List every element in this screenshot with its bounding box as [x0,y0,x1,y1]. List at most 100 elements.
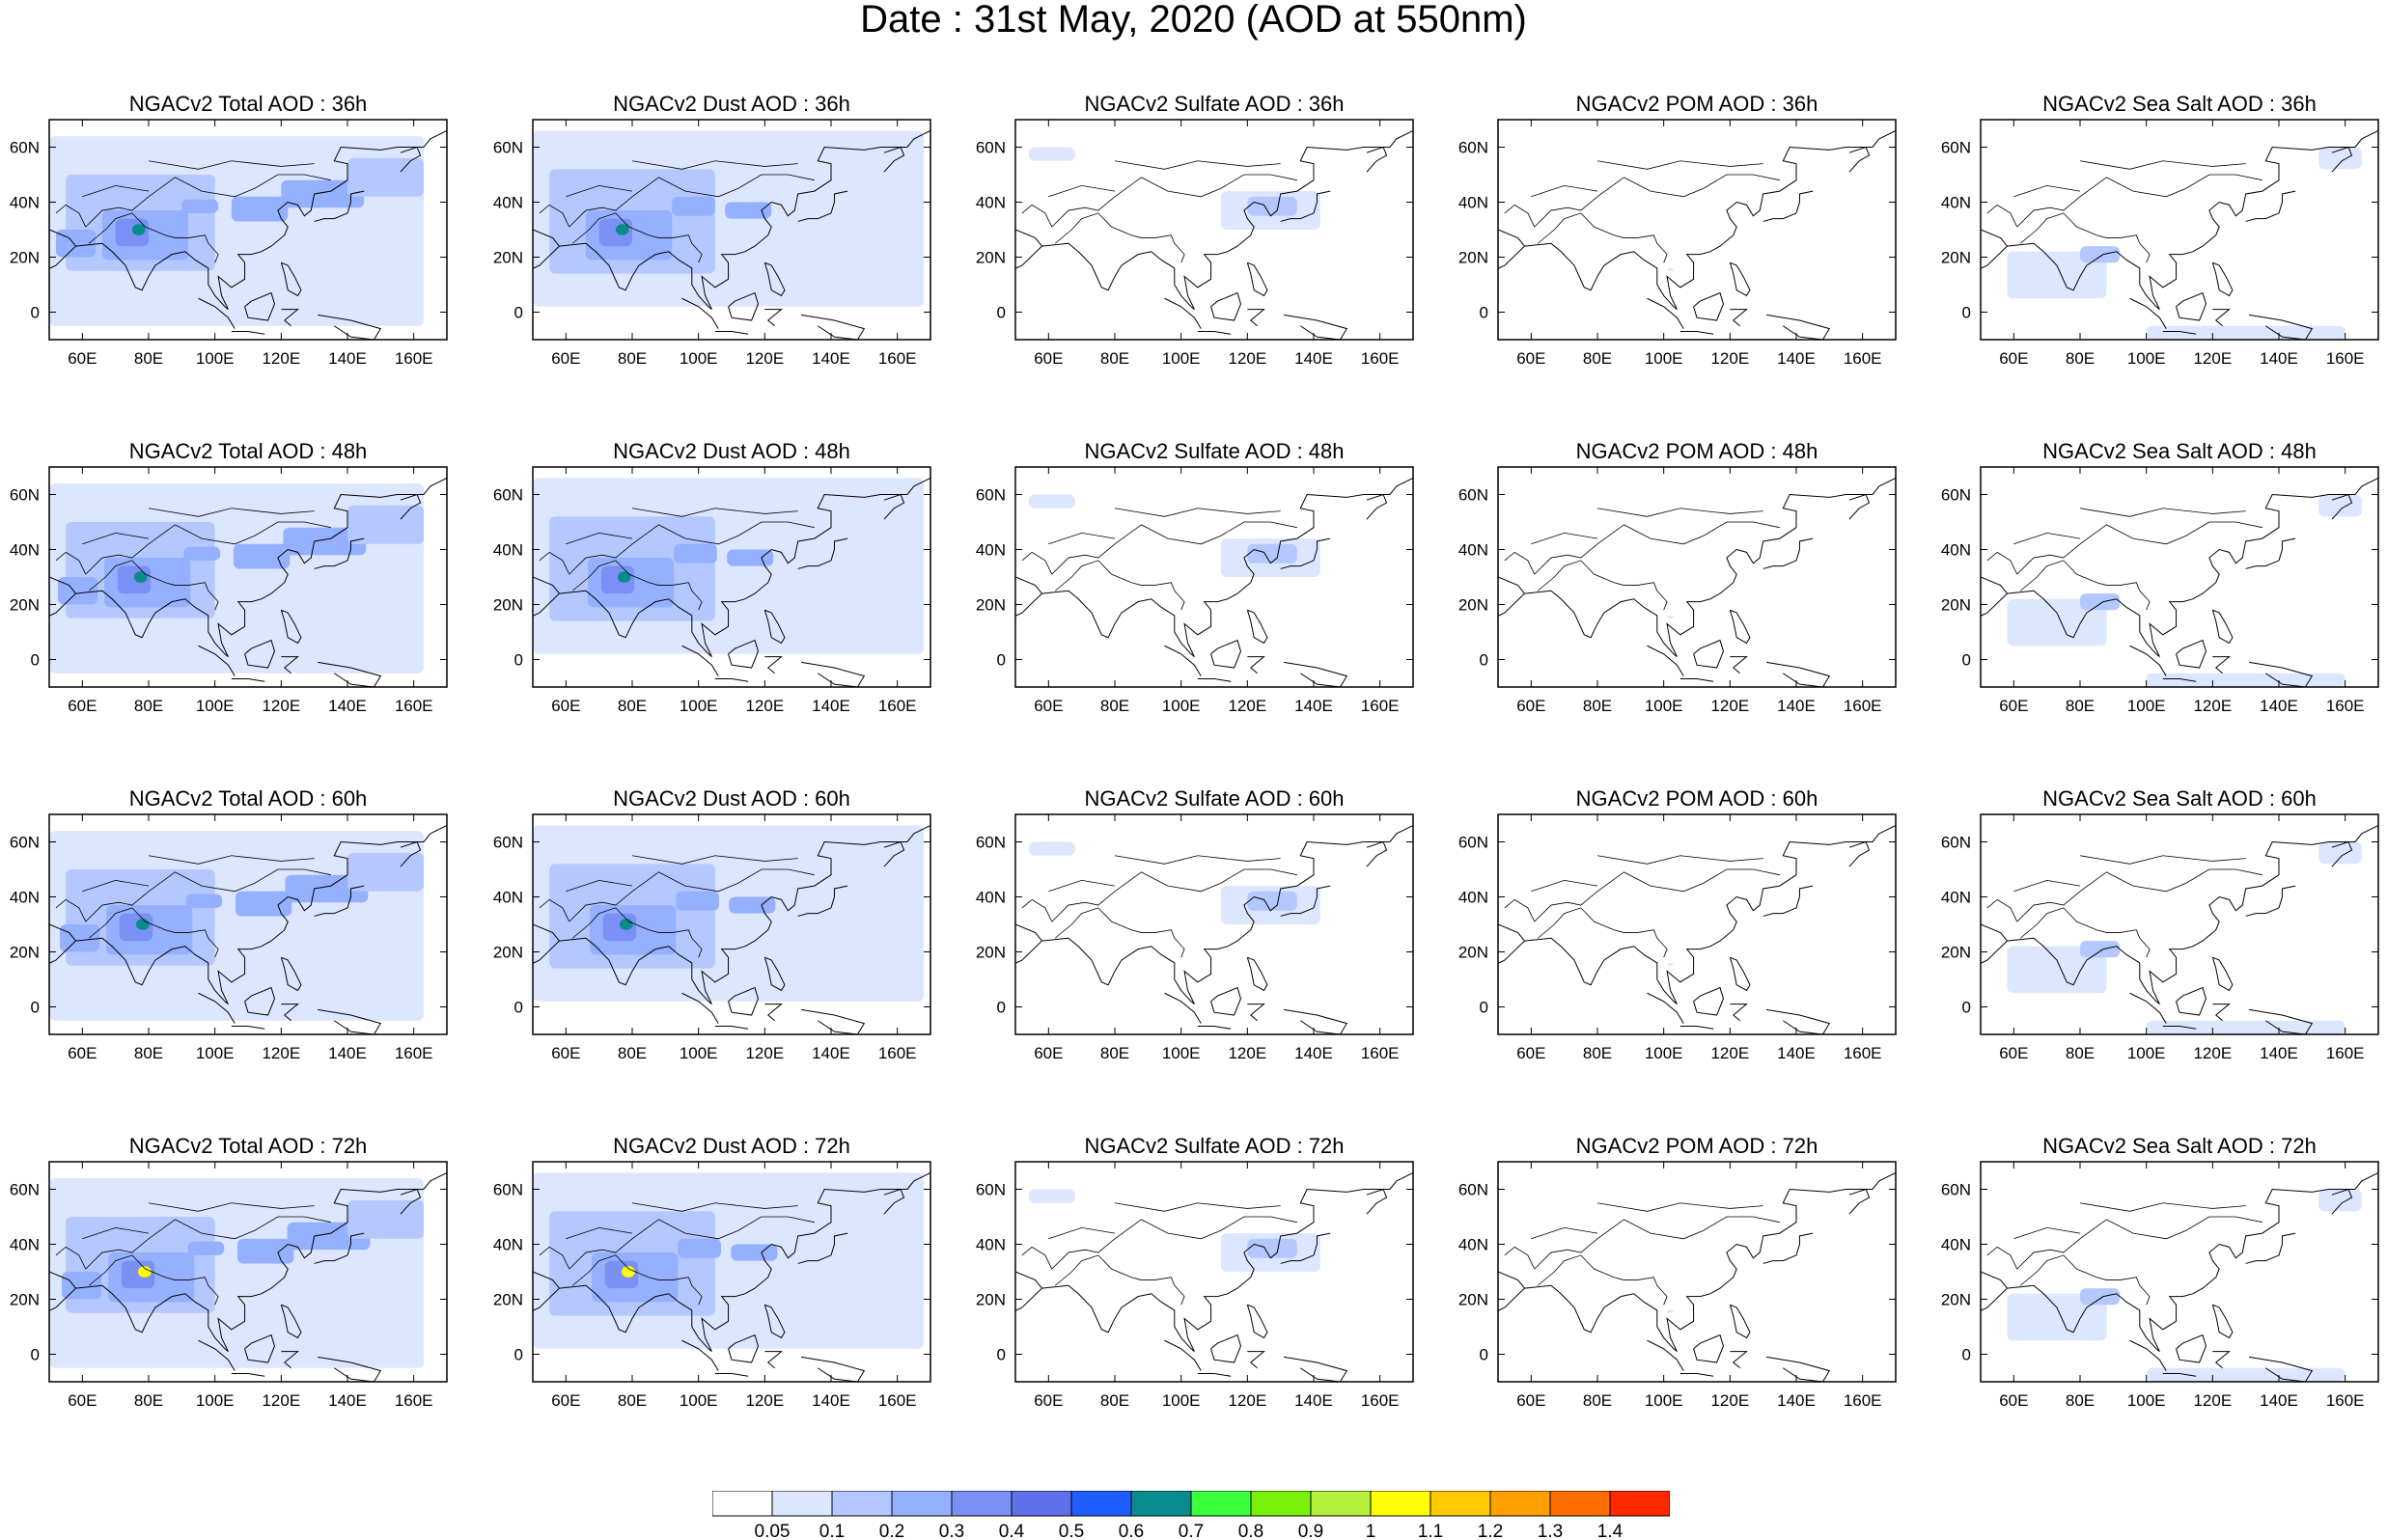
panel-title: NGACv2 Total AOD : 72h [129,1134,368,1158]
colorbar-label: 0.1 [819,1522,845,1539]
y-tick-label: 60N [1941,1181,1971,1199]
map-frame [1497,813,1897,1035]
map-frame [48,466,448,688]
x-tick-label: 100E [680,697,718,715]
x-tick-label: 60E [1034,1391,1063,1410]
x-tick-label: 160E [878,1391,917,1410]
coastlines [1015,129,1413,340]
panel-title: NGACv2 Sulfate AOD : 36h [1084,92,1344,116]
y-tick-label: 20N [976,1291,1006,1309]
x-tick-label: 160E [395,697,433,715]
x-tick-label: 140E [2260,1044,2298,1062]
x-tick-label: 140E [1777,349,1816,368]
aod-region [231,196,289,222]
map-frame [532,466,931,688]
x-tick-label: 60E [551,1044,580,1062]
x-tick-label: 60E [68,1391,97,1410]
coastlines [49,1171,447,1382]
aod-field [533,477,930,687]
aod-region [185,894,223,908]
aod-region [2007,598,2107,646]
x-tick-label: 120E [262,349,300,368]
y-tick-label: 40N [976,1236,1006,1254]
map-panel: NGACv2 Dust AOD : 60h 60E 80E 100E 120E 140E 1… [493,786,931,1062]
x-tick-label: 100E [680,1391,718,1410]
x-tick-label: 60E [1034,1044,1063,1062]
x-tick-label: 60E [1034,349,1063,368]
x-tick-label: 80E [1583,697,1612,715]
aod-region [678,1238,722,1258]
map-panel: NGACv2 Total AOD : 60h 60E 80E 100E 120E 140E… [10,786,448,1062]
y-tick-label: 0 [1480,304,1488,322]
map-frame [1497,466,1897,688]
x-tick-label: 80E [134,697,163,715]
x-tick-label: 100E [1162,349,1201,368]
aod-region [1247,1238,1297,1258]
aod-region [672,196,715,216]
y-tick-label: 60N [10,834,40,852]
x-tick-label: 100E [1162,1391,1201,1410]
x-tick-label: 100E [2127,349,2166,368]
x-tick-label: 80E [2066,1044,2095,1062]
x-tick-label: 100E [2127,1391,2166,1410]
x-tick-label: 80E [618,1044,647,1062]
coastlines [533,1171,930,1382]
y-tick-label: 20N [493,944,523,962]
x-tick-label: 140E [1294,1044,1333,1062]
coastlines [49,824,447,1034]
x-tick-label: 120E [1710,1391,1749,1410]
y-tick-label: 60N [493,139,523,157]
y-tick-label: 60N [976,834,1006,852]
map-frame [1980,119,2379,341]
x-tick-label: 100E [196,1391,235,1410]
aod-region [615,224,629,235]
panel-title: NGACv2 Sulfate AOD : 48h [1084,439,1344,463]
aod-region [2080,593,2121,611]
panel-title: NGACv2 Sea Salt AOD : 72h [2042,1134,2317,1158]
x-tick-label: 60E [68,697,97,715]
panel-title: NGACv2 POM AOD : 36h [1576,92,1818,116]
x-tick-label: 160E [878,1044,917,1062]
x-tick-label: 160E [2326,1044,2365,1062]
x-tick-label: 160E [878,349,917,368]
x-tick-label: 160E [2326,349,2365,368]
x-tick-label: 80E [618,349,647,368]
colorbar-label: 0.2 [879,1522,904,1539]
aod-field [1498,477,1896,687]
aod-region [2318,494,2362,517]
map-panel: NGACv2 Total AOD : 72h 60E 80E 100E 120E 140E… [10,1134,448,1410]
aod-region [674,543,717,564]
aod-field [49,1171,447,1382]
x-tick-label: 80E [134,1391,163,1410]
coastlines [1015,477,1413,687]
x-tick-label: 120E [1710,697,1749,715]
x-tick-label: 120E [1710,349,1749,368]
y-tick-label: 20N [1458,944,1488,962]
aod-region [731,1244,778,1261]
aod-region [2146,325,2345,340]
panel-title: NGACv2 Dust AOD : 48h [613,439,850,463]
x-tick-label: 100E [680,1044,718,1062]
aod-region [1667,267,1674,271]
y-tick-label: 0 [997,304,1006,322]
panel-title: NGACv2 Sea Salt AOD : 60h [2042,786,2317,811]
panel-title: NGACv2 Dust AOD : 72h [613,1134,850,1158]
x-tick-label: 60E [1999,1044,2028,1062]
panel-title: NGACv2 POM AOD : 60h [1576,786,1818,811]
map-frame [48,1161,448,1383]
colorbar-label: 0.8 [1238,1522,1263,1539]
x-tick-label: 160E [2326,697,2365,715]
panel-title: NGACv2 Sulfate AOD : 72h [1084,1134,1344,1158]
x-tick-label: 80E [1583,1044,1612,1062]
y-tick-label: 40N [1941,194,1971,212]
map-frame [532,119,931,341]
aod-region [347,852,424,892]
colorbar-label: 1.4 [1597,1522,1624,1539]
colorbar-swatch [1310,1491,1372,1517]
y-tick-label: 60N [1458,1181,1488,1199]
map-frame [1014,119,1414,341]
colorbar-swatch [771,1491,833,1517]
panel-title: NGACv2 POM AOD : 72h [1576,1134,1818,1158]
x-tick-label: 100E [2127,1044,2166,1062]
x-tick-label: 80E [1100,697,1129,715]
